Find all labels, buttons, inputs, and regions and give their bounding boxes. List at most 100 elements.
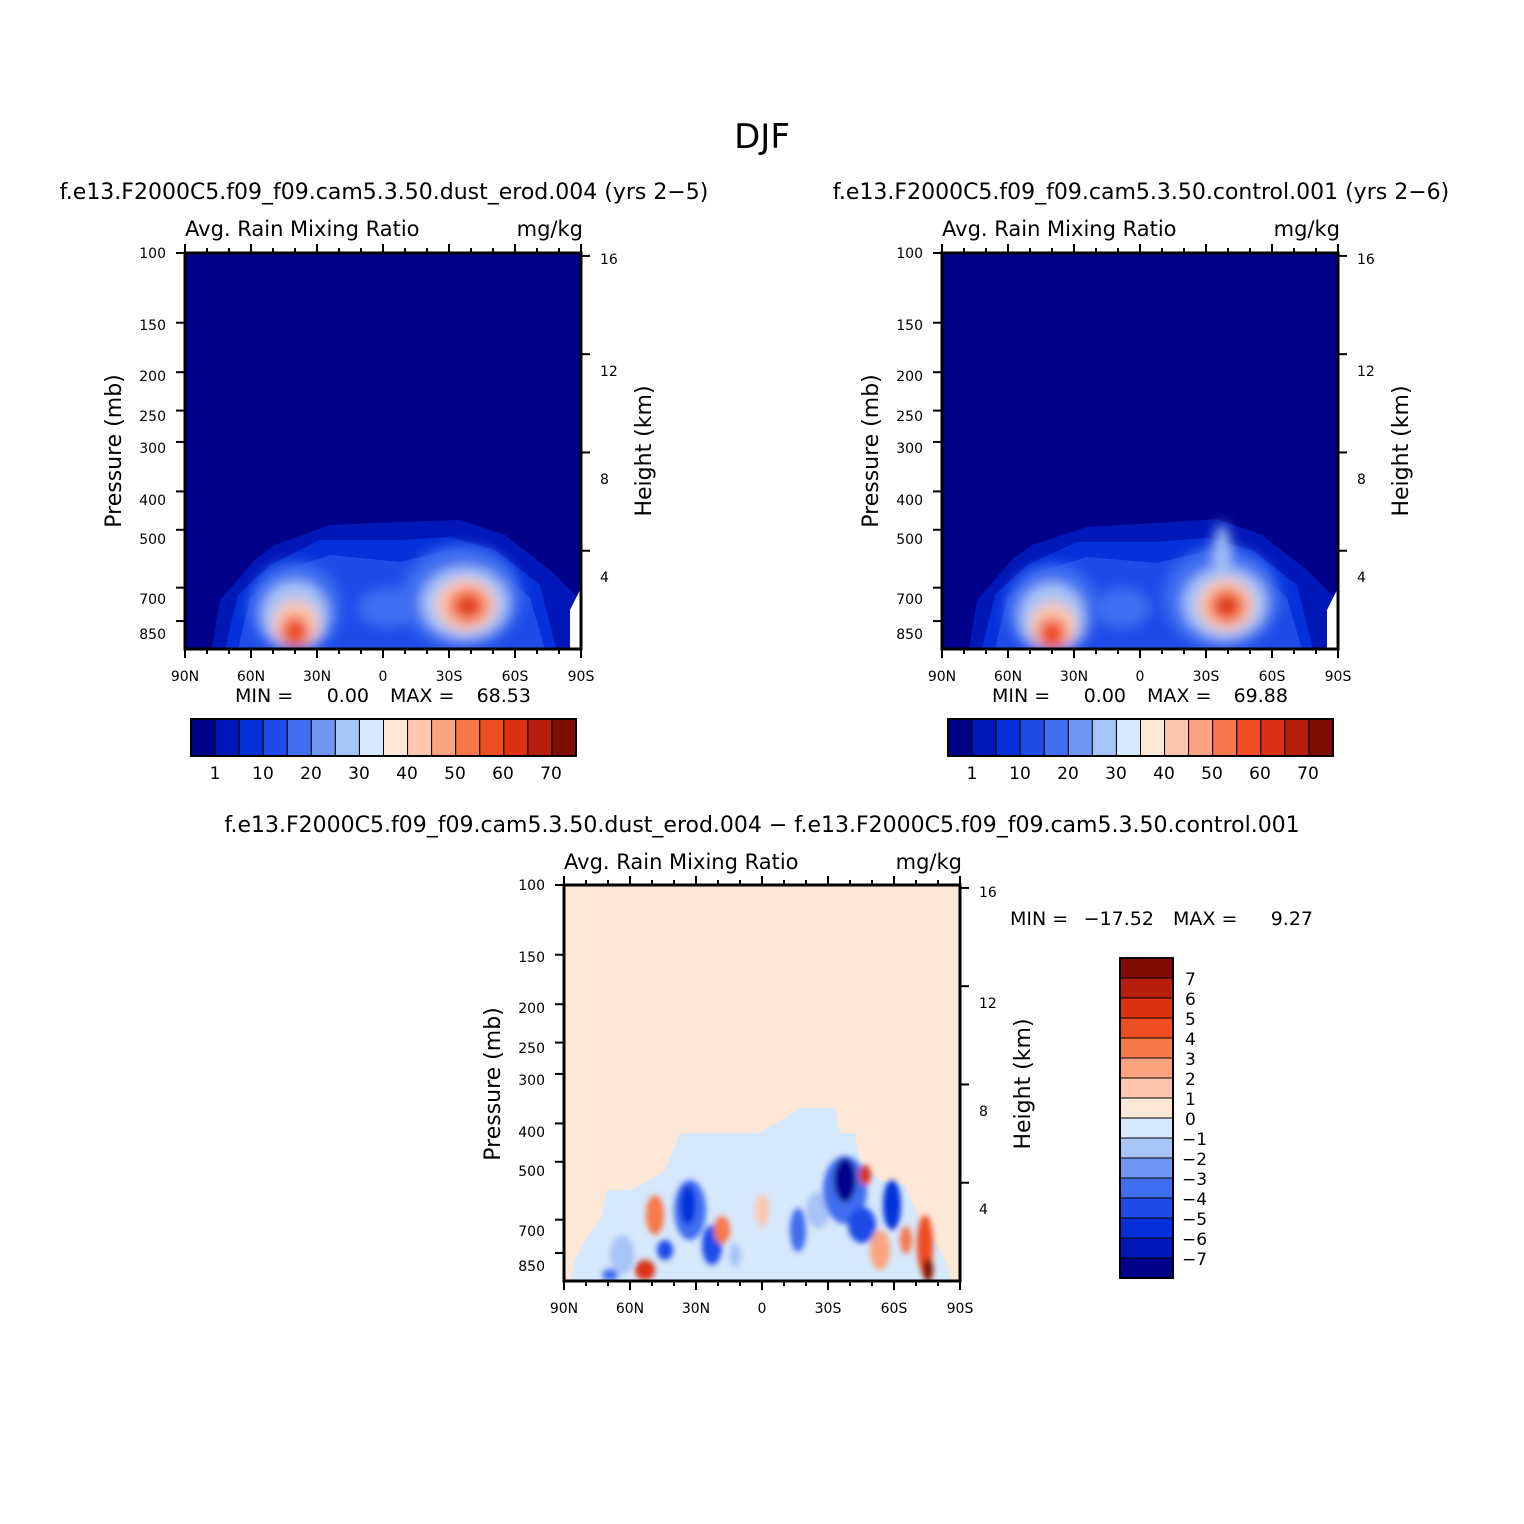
colorbar-label: 5 bbox=[1185, 1010, 1196, 1030]
colorbar-border bbox=[947, 718, 1334, 757]
colorbar-label: 30 bbox=[348, 764, 370, 784]
pressure-tick-label: 100 bbox=[139, 246, 166, 262]
min-label: MIN = bbox=[992, 685, 1050, 707]
x-tick-label: 90S bbox=[1325, 669, 1352, 685]
stats: MIN = 0.00 MAX = 69.88 bbox=[992, 685, 1288, 707]
pressure-tick-label: 850 bbox=[139, 627, 166, 643]
colorbar-swatch bbox=[334, 718, 360, 757]
colorbar-swatch bbox=[262, 718, 288, 757]
contour-rain-core-sh bbox=[1094, 524, 1280, 649]
colorbar-label: 1 bbox=[210, 764, 221, 784]
panel-difference: f.e13.F2000C5.f09_f09.cam5.3.50.dust_ero… bbox=[224, 813, 1313, 1317]
colorbar-swatch bbox=[407, 718, 433, 757]
case-title: f.e13.F2000C5.f09_f09.cam5.3.50.control.… bbox=[833, 180, 1449, 205]
height-tick-label: 16 bbox=[1357, 252, 1375, 268]
colorbar bbox=[947, 718, 1334, 757]
colorbar-swatch bbox=[1119, 977, 1174, 999]
height-tick-label: 4 bbox=[600, 570, 609, 586]
colorbar-labels: 1 10 20 30 40 50 60 70 bbox=[967, 764, 1319, 784]
colorbar-swatch bbox=[1119, 1097, 1174, 1119]
x-tick-label: 60S bbox=[1259, 669, 1286, 685]
colorbar-label: 70 bbox=[1297, 764, 1319, 784]
min-value: 0.00 bbox=[327, 685, 369, 707]
panel-dust-erod: f.e13.F2000C5.f09_f09.cam5.3.50.dust_ero… bbox=[60, 180, 709, 784]
colorbar-label: 3 bbox=[1185, 1050, 1196, 1070]
contour-anomalies bbox=[602, 1156, 933, 1281]
colorbar-swatch bbox=[1119, 1257, 1174, 1279]
colorbar-swatch bbox=[1164, 718, 1190, 757]
colorbar-label: 10 bbox=[252, 764, 274, 784]
axis-labels: 90N 60N 30N 0 30S 60S 90S 100 150 200 25… bbox=[859, 246, 1414, 685]
colorbar-swatch bbox=[1115, 718, 1141, 757]
pressure-tick-label: 300 bbox=[518, 1073, 545, 1089]
colorbar-swatch bbox=[1308, 718, 1334, 757]
colorbar-swatch bbox=[1119, 1037, 1174, 1059]
no-data-region bbox=[570, 588, 581, 649]
x-tick-label: 90S bbox=[947, 1301, 974, 1317]
colorbar-swatch bbox=[238, 718, 264, 757]
figure-title: DJF bbox=[734, 117, 790, 157]
colorbar bbox=[1119, 957, 1174, 1279]
pressure-axis-title: Pressure (mb) bbox=[859, 374, 884, 528]
max-value: 69.88 bbox=[1234, 685, 1288, 707]
pressure-tick-label: 150 bbox=[518, 950, 545, 966]
height-axis-title: Height (km) bbox=[1011, 1018, 1036, 1149]
colorbar-label: −5 bbox=[1182, 1210, 1207, 1230]
max-value: 68.53 bbox=[477, 685, 531, 707]
height-tick-label: 16 bbox=[979, 885, 997, 901]
colorbar-label: 60 bbox=[1249, 764, 1271, 784]
colorbar-swatch bbox=[431, 718, 457, 757]
colorbar-label: 10 bbox=[1009, 764, 1031, 784]
colorbar-swatch bbox=[995, 718, 1021, 757]
variable-name: Avg. Rain Mixing Ratio bbox=[185, 217, 420, 241]
pressure-tick-label: 500 bbox=[896, 532, 923, 548]
max-value: 9.27 bbox=[1271, 908, 1313, 930]
colorbar-swatch bbox=[1236, 718, 1262, 757]
colorbar-swatch bbox=[1119, 1237, 1174, 1259]
contour-rain-core-sh bbox=[358, 545, 522, 649]
pressure-tick-label: 250 bbox=[896, 409, 923, 425]
colorbar-swatch bbox=[383, 718, 409, 757]
height-tick-label: 12 bbox=[979, 996, 997, 1012]
colorbar-label: 30 bbox=[1105, 764, 1127, 784]
colorbar-swatch bbox=[1119, 1177, 1174, 1199]
x-tick-label: 30N bbox=[303, 669, 331, 685]
pressure-tick-label: 850 bbox=[896, 627, 923, 643]
colorbar bbox=[190, 718, 577, 757]
colorbar-swatch bbox=[1067, 718, 1093, 757]
colorbar-label: −1 bbox=[1182, 1130, 1207, 1150]
colorbar-swatch bbox=[286, 718, 312, 757]
units-label: mg/kg bbox=[896, 850, 962, 874]
pressure-tick-label: 150 bbox=[139, 318, 166, 334]
x-tick-label: 60S bbox=[881, 1301, 908, 1317]
colorbar-label: 20 bbox=[300, 764, 322, 784]
pressure-tick-label: 200 bbox=[896, 369, 923, 385]
colorbar-label: 40 bbox=[396, 764, 418, 784]
colorbar-swatch bbox=[310, 718, 336, 757]
colorbar-swatch bbox=[358, 718, 384, 757]
colorbar-label: 6 bbox=[1185, 990, 1196, 1010]
colorbar-label: 2 bbox=[1185, 1070, 1196, 1090]
colorbar-swatch bbox=[1119, 1077, 1174, 1099]
pressure-tick-label: 200 bbox=[518, 1001, 545, 1017]
colorbar-swatch bbox=[1119, 957, 1174, 979]
colorbar-swatch bbox=[551, 718, 577, 757]
pressure-tick-label: 200 bbox=[139, 369, 166, 385]
contour-rain-core-ns bbox=[249, 562, 341, 649]
pressure-tick-label: 400 bbox=[139, 493, 166, 509]
colorbar-swatch bbox=[1284, 718, 1310, 757]
pressure-tick-label: 850 bbox=[518, 1259, 545, 1275]
height-tick-label: 4 bbox=[979, 1202, 988, 1218]
height-tick-label: 8 bbox=[1357, 472, 1366, 488]
colorbar-swatch bbox=[479, 718, 505, 757]
height-tick-label: 8 bbox=[600, 472, 609, 488]
colorbar-label: 7 bbox=[1185, 970, 1196, 990]
x-tick-label: 90N bbox=[550, 1301, 578, 1317]
pressure-tick-label: 250 bbox=[139, 409, 166, 425]
colorbar-labels: 7 6 5 4 3 2 1 0 −1 −2 −3 −4 −5 −6 −7 bbox=[1182, 970, 1207, 1270]
axes-frame bbox=[176, 244, 590, 658]
colorbar-label: −4 bbox=[1182, 1190, 1207, 1210]
colorbar-border bbox=[1119, 957, 1174, 1279]
x-tick-label: 30S bbox=[1193, 669, 1220, 685]
colorbar-labels: 1 10 20 30 40 50 60 70 bbox=[210, 764, 562, 784]
